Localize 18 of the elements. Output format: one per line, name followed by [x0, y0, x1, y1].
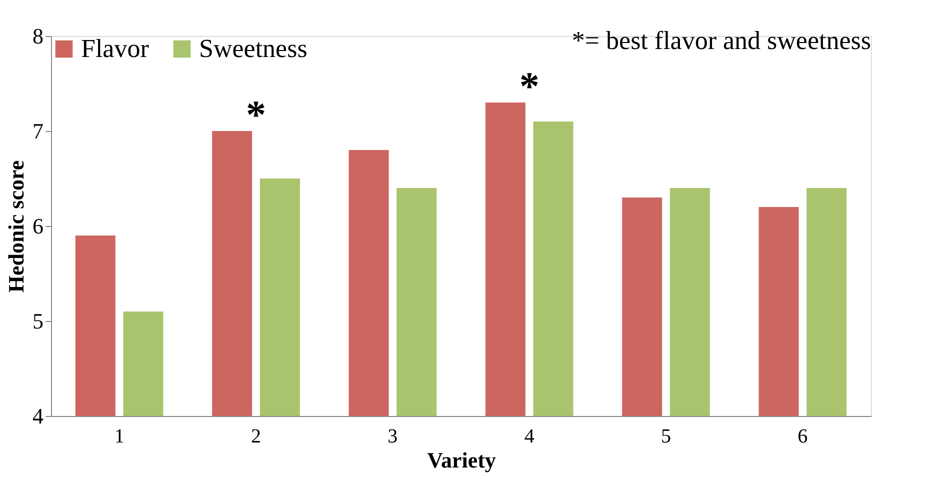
y-tick-label: 8 — [32, 24, 44, 48]
y-tick-label: 4 — [32, 404, 44, 428]
annotation: * — [519, 64, 540, 108]
x-tick-label: 2 — [251, 426, 261, 448]
x-tick-label: 1 — [114, 426, 124, 448]
y-tick-label: 7 — [32, 118, 44, 144]
y-tick-label: 5 — [32, 308, 44, 334]
x-tick-label: 3 — [388, 426, 398, 448]
x-axis-title: Variety — [427, 448, 496, 472]
y-tick-label: 6 — [32, 214, 44, 238]
annotation: * — [246, 92, 266, 137]
x-tick-label: 5 — [661, 426, 671, 448]
annotation: *= best flavor and sweetness — [572, 26, 871, 55]
x-tick-label: 4 — [524, 426, 534, 448]
legend-label: Flavor — [81, 34, 150, 63]
x-tick-label: 6 — [798, 426, 808, 448]
legend-label: Sweetness — [199, 34, 308, 63]
y-axis-title: Hedonic score — [4, 160, 28, 293]
